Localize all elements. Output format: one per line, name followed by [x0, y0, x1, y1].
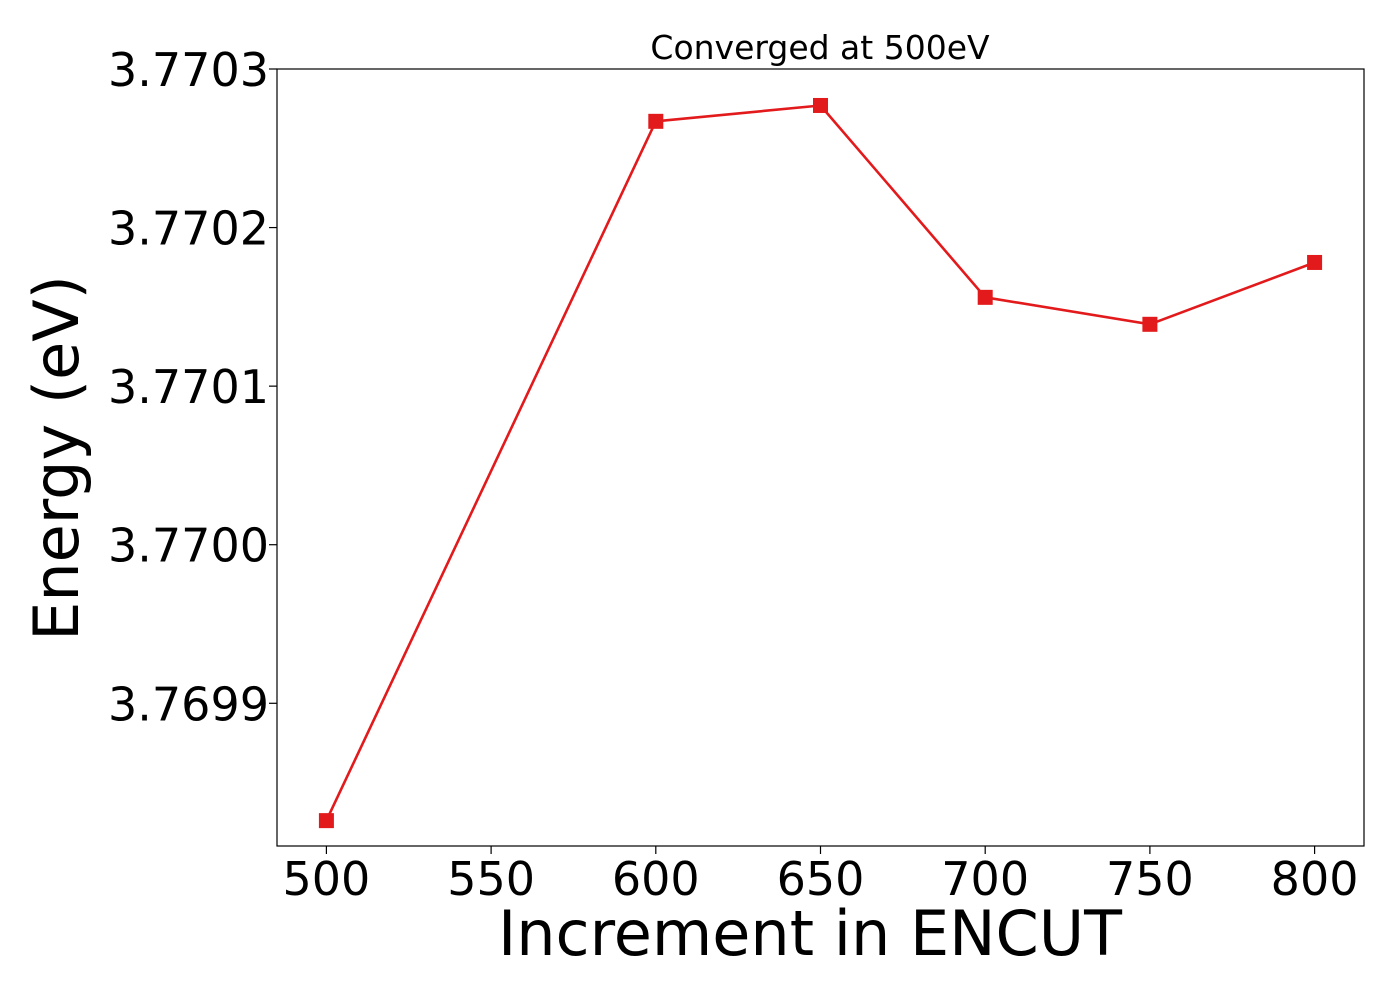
data-point-700 — [977, 289, 993, 305]
y-tick-label: 3.7699 — [108, 677, 269, 731]
data-point-650 — [813, 97, 828, 113]
data-point-750 — [1142, 316, 1158, 332]
data-point-800 — [1307, 254, 1323, 270]
chart-title: Converged at 500eV — [650, 28, 990, 67]
x-tick-label: 750 — [1106, 852, 1194, 906]
x-tick-label: 650 — [777, 852, 865, 906]
data-point-500 — [318, 813, 334, 829]
y-tick-label: 3.7701 — [108, 360, 269, 414]
series-line — [325, 104, 1316, 822]
x-tick-label: 800 — [1271, 852, 1359, 906]
x-axis-ticks: 500 550 600 650 700 750 800 — [283, 846, 1359, 906]
x-axis-label: Increment in ENCUT — [498, 897, 1123, 970]
plot-frame — [276, 68, 1365, 847]
y-tick-label: 3.7702 — [108, 202, 269, 256]
y-tick-label: 3.7700 — [108, 519, 269, 573]
x-tick-label: 500 — [283, 852, 371, 906]
data-point-600 — [648, 113, 664, 129]
x-tick-label: 700 — [941, 852, 1029, 906]
y-tick-label: 3.7703 — [108, 43, 269, 97]
y-axis-label: Energy (eV) — [20, 275, 93, 641]
series-markers — [318, 97, 1323, 829]
x-tick-label: 550 — [447, 852, 535, 906]
x-tick-label: 600 — [612, 852, 700, 906]
y-axis-ticks: 3.7699 3.7700 3.7701 3.7702 3.7703 — [108, 43, 277, 731]
